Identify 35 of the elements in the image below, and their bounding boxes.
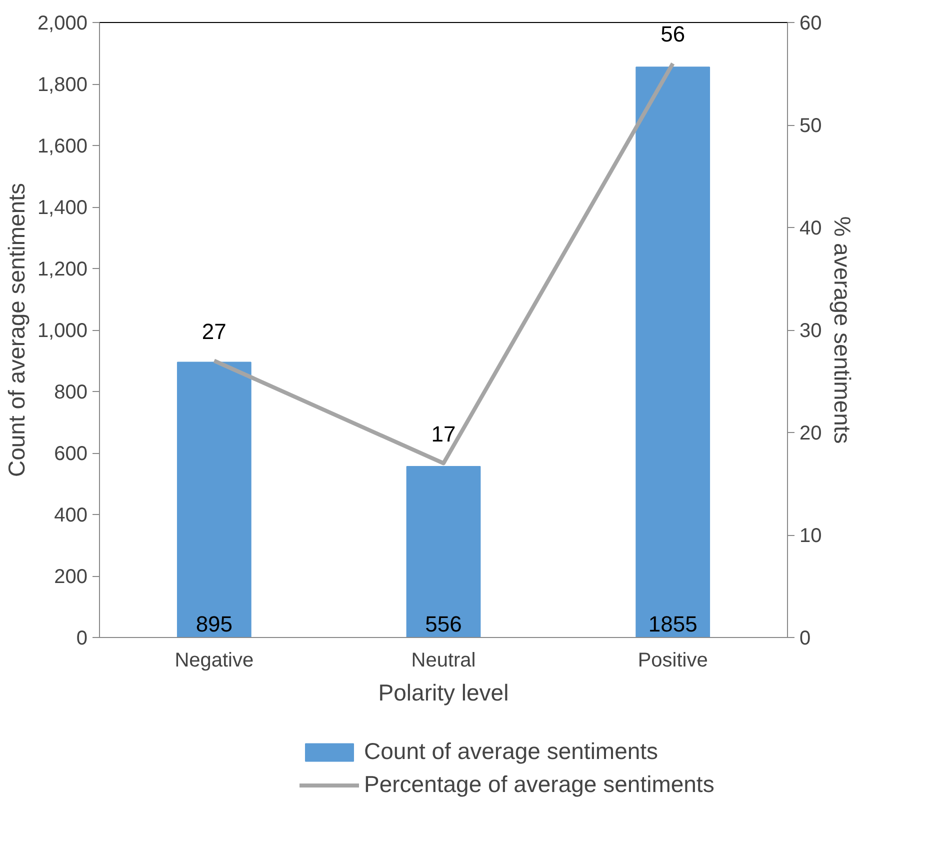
legend-label: Count of average sentiments [364,738,658,765]
y2-tick-label: 60 [800,12,822,34]
y-tick-label: 0 [76,628,88,650]
y-tick-label: 1,600 [37,136,88,158]
y-axis-title: Count of average sentiments [3,182,30,478]
y-tick-label: 2,000 [37,12,88,34]
legend-label: Percentage of average sentiments [364,771,714,798]
y2-tick-label: 0 [800,628,811,650]
data-label: 17 [431,421,456,446]
data-label: 556 [425,612,462,636]
y-tick-label: 1,200 [37,258,88,280]
data-label: 895 [196,612,233,636]
x-tick-label: Positive [638,650,708,672]
y2-tick-label: 30 [800,320,822,342]
y2-tick-label: 20 [800,422,822,444]
x-axis-title: Polarity level [378,680,509,706]
y-tick-label: 200 [54,566,88,588]
data-label: 1855 [648,612,698,636]
y2-tick-label: 10 [800,525,822,547]
bar [636,66,710,638]
y2-axis-title: % average sentiments [830,216,856,444]
x-tick-label: Negative [174,650,254,672]
y-tick-label: 600 [54,443,88,465]
data-label: 27 [202,318,226,344]
bar [406,466,481,638]
y-tick-label: 1,000 [37,320,88,342]
y-tick-label: 400 [54,504,88,526]
y-tick-label: 1,400 [37,197,88,219]
data-label: 56 [660,22,686,46]
bar [176,362,252,638]
x-tick-label: Neutral [411,650,476,672]
y-tick-label: 1,800 [37,74,88,96]
y-tick-label: 800 [54,382,88,404]
y2-tick-label: 50 [800,115,822,137]
y2-tick-label: 40 [800,218,822,240]
